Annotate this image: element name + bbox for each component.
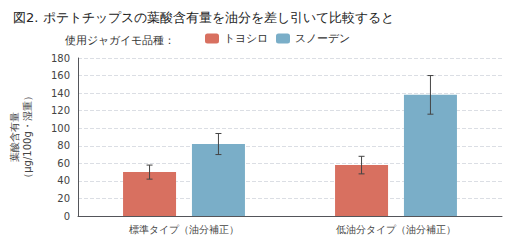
svg-text:60: 60 bbox=[57, 158, 70, 169]
svg-text:トヨシロ: トヨシロ bbox=[224, 32, 268, 45]
svg-text:低油分タイプ（油分補正）: 低油分タイプ（油分補正） bbox=[336, 224, 456, 235]
svg-text:140: 140 bbox=[51, 88, 70, 99]
svg-text:40: 40 bbox=[57, 175, 70, 186]
svg-text:スノーデン: スノーデン bbox=[295, 32, 350, 45]
svg-text:160: 160 bbox=[51, 70, 70, 81]
svg-text:100: 100 bbox=[51, 123, 70, 134]
svg-text:葉酸含有量: 葉酸含有量 bbox=[9, 112, 20, 162]
svg-text:80: 80 bbox=[57, 140, 70, 151]
svg-text:180: 180 bbox=[51, 53, 70, 64]
svg-text:0: 0 bbox=[64, 211, 70, 222]
svg-text:（μg/100g・湿重）: （μg/100g・湿重） bbox=[22, 91, 33, 183]
svg-text:20: 20 bbox=[57, 193, 70, 204]
svg-text:120: 120 bbox=[51, 105, 70, 116]
svg-text:標準タイプ（油分補正）: 標準タイプ（油分補正） bbox=[129, 224, 239, 235]
svg-text:使用ジャガイモ品種：: 使用ジャガイモ品種： bbox=[65, 34, 175, 47]
svg-text:図2. ポテトチップスの葉酸含有量を油分を差し引いて比較する: 図2. ポテトチップスの葉酸含有量を油分を差し引いて比較すると bbox=[13, 10, 394, 25]
